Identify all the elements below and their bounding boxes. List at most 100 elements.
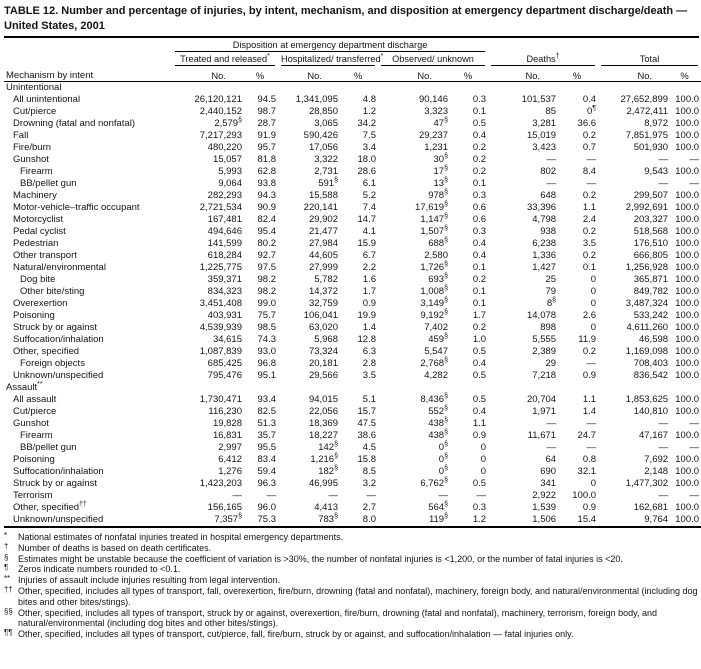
cell-percent: 100.0 bbox=[675, 118, 700, 130]
cell-number: 494,646 bbox=[207, 226, 242, 238]
cell-number: 359,371 bbox=[207, 274, 242, 286]
row-label: Poisoning bbox=[13, 310, 55, 322]
cell-percent: 35.7 bbox=[257, 430, 277, 442]
row-label: All unintentional bbox=[13, 94, 81, 106]
footnote-text: Other, specified, includes all types of … bbox=[18, 607, 657, 629]
cell-percent: 100.0 bbox=[675, 262, 700, 274]
cell-percent: 0.4 bbox=[472, 250, 487, 262]
cell-percent: 75.3 bbox=[257, 514, 277, 526]
row-label: Firearm bbox=[20, 166, 53, 178]
table-row: Suffocation/inhalation 1,276 59.4 182§ 8.5 0§… bbox=[4, 464, 701, 478]
cell-percent: 0.3 bbox=[472, 94, 487, 106]
cell-number: 47§ bbox=[433, 116, 448, 130]
cell-percent: 93.0 bbox=[257, 346, 277, 358]
row-label: Gunshot bbox=[13, 154, 49, 166]
cell-number: 1,008§ bbox=[420, 284, 448, 298]
table-row: Drowning (fatal and nonfatal) 2,579§ 28.7 3… bbox=[4, 116, 701, 130]
cell-percent: 90.9 bbox=[257, 202, 277, 214]
cell-number: 3,451,408 bbox=[199, 298, 242, 310]
cell-percent: 100.0 bbox=[675, 430, 700, 442]
cell-percent: 0.6 bbox=[472, 214, 487, 226]
cell-percent: 2.8 bbox=[362, 358, 376, 370]
cell-percent: 75.7 bbox=[257, 310, 277, 322]
cell-number: 17,056 bbox=[308, 142, 338, 154]
section-header-row: Assault** bbox=[4, 381, 701, 394]
cell-percent: 4.8 bbox=[362, 94, 376, 106]
cell-number: 17§ bbox=[433, 164, 448, 178]
row-label: Other bite/sting bbox=[20, 286, 85, 298]
cell-number: 688§ bbox=[428, 236, 448, 250]
row-label: Firearm bbox=[20, 430, 53, 442]
cell-percent: 0 bbox=[480, 466, 487, 478]
footnote-text: Estimates might be unstable because the … bbox=[18, 553, 623, 564]
cell-percent: 96.0 bbox=[257, 502, 277, 514]
column-group-label: Total bbox=[601, 54, 699, 67]
cell-number: — bbox=[232, 490, 243, 502]
cell-percent: 100.0 bbox=[675, 394, 700, 406]
cell-percent: 100.0 bbox=[675, 370, 700, 382]
cell-percent: 18.0 bbox=[357, 154, 377, 166]
cell-number: 22,056 bbox=[308, 406, 338, 418]
footnote-text: Other, specified, includes all types of … bbox=[18, 629, 574, 640]
cell-number: 27,984 bbox=[308, 238, 338, 250]
cell-percent: 0.1 bbox=[582, 262, 597, 274]
cell-number: — bbox=[546, 442, 557, 454]
cell-percent: 74.3 bbox=[257, 334, 277, 346]
cell-number: 5,555 bbox=[532, 334, 557, 346]
cell-number: 182§ bbox=[318, 464, 338, 478]
cell-number: 18,227 bbox=[308, 430, 338, 442]
cell-percent: 0.2 bbox=[472, 154, 487, 166]
cell-number: 8,972 bbox=[644, 118, 669, 130]
cell-number: 5,968 bbox=[314, 334, 338, 346]
cell-percent: — bbox=[266, 490, 277, 502]
row-label: Dog bite bbox=[20, 274, 56, 286]
table-row: Cut/pierce 116,230 82.5 22,056 15.7 552§ 0.4 1,… bbox=[4, 404, 701, 418]
row-label: All assault bbox=[13, 394, 57, 406]
cell-percent: — bbox=[586, 418, 597, 430]
cell-percent: — bbox=[476, 490, 487, 502]
cell-percent: 14.7 bbox=[357, 214, 377, 226]
table-row: Motorcyclist 167,481 82.4 29,902 14.7 1,147§ 0… bbox=[4, 213, 701, 226]
cell-percent: 0.4 bbox=[472, 358, 487, 370]
cell-percent: 5.1 bbox=[362, 394, 376, 406]
cell-number: 552§ bbox=[428, 404, 448, 418]
cell-number: 9,543 bbox=[644, 166, 669, 178]
cell-number: 2,997 bbox=[218, 442, 242, 454]
cell-percent: 2.7 bbox=[362, 502, 376, 514]
cell-percent: 6.3 bbox=[362, 346, 376, 358]
cell-number: 1,231 bbox=[424, 142, 448, 154]
cell-percent: — bbox=[689, 154, 700, 166]
cell-number: 438§ bbox=[428, 416, 448, 430]
cell-percent: 0.2 bbox=[472, 322, 487, 334]
row-label: Gunshot bbox=[13, 418, 49, 430]
cell-percent: — bbox=[689, 418, 700, 430]
cell-percent: 80.2 bbox=[257, 238, 277, 250]
cell-number: 47,167 bbox=[638, 430, 669, 442]
row-label: Machinery bbox=[13, 190, 57, 202]
cell-number: 1,423,203 bbox=[199, 478, 242, 490]
cell-number: 4,413 bbox=[314, 502, 338, 514]
subheader-percent: % bbox=[242, 66, 278, 83]
cell-number: 4,282 bbox=[424, 370, 448, 382]
table-row: Machinery 282,293 94.3 15,588 5.2 978§ 0.3 648 0… bbox=[4, 189, 701, 202]
cell-number: 142§ bbox=[318, 440, 338, 454]
cell-percent: 100.0 bbox=[675, 334, 700, 346]
cell-percent: 82.4 bbox=[257, 214, 277, 226]
row-label: BB/pellet gun bbox=[20, 442, 77, 454]
cell-number: 7,851,975 bbox=[625, 130, 669, 142]
document-page: TABLE 12. Number and percentage of injur… bbox=[4, 5, 701, 640]
cell-number: 3,149§ bbox=[420, 296, 448, 310]
cell-number: 693§ bbox=[428, 272, 448, 286]
table-row: Unknown/unspecified 795,476 95.1 29,566 3.5 4… bbox=[4, 370, 701, 382]
footnote: † Number of deaths is based on death cert… bbox=[4, 542, 699, 554]
spanner-row: Disposition at emergency department disc… bbox=[4, 39, 701, 53]
cell-percent: 32.1 bbox=[577, 466, 597, 478]
cell-percent: 15.4 bbox=[577, 514, 597, 526]
cell-number: 1,341,095 bbox=[295, 94, 338, 106]
cell-number: 26,120,121 bbox=[194, 94, 242, 106]
cell-number: 0§ bbox=[438, 452, 448, 466]
cell-percent: 3.4 bbox=[362, 142, 376, 154]
cell-number: 220,141 bbox=[303, 202, 338, 214]
subheader-percent: % bbox=[668, 66, 701, 83]
cell-percent: 100.0 bbox=[675, 226, 700, 238]
